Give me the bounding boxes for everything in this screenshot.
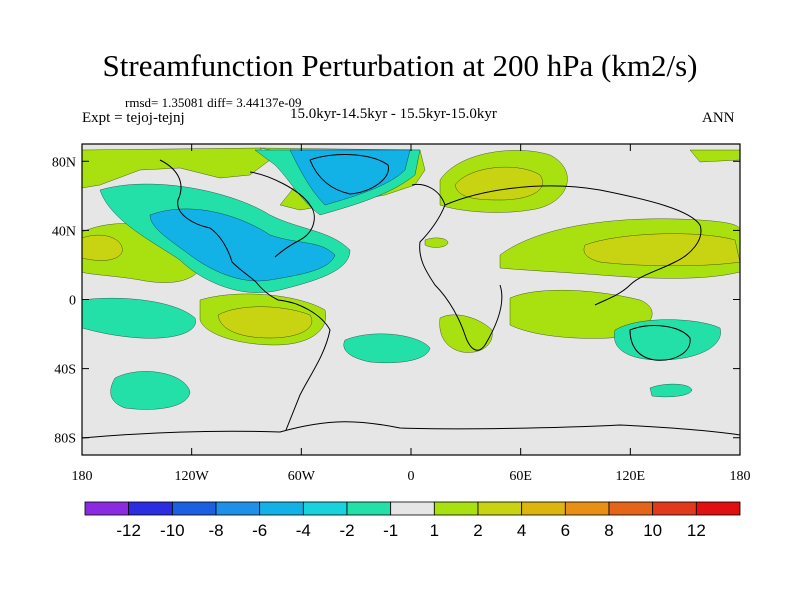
colorbar-swatch <box>171 501 217 516</box>
colorbar-swatch <box>84 501 130 516</box>
x-tick-label: 60W <box>288 469 316 484</box>
colorbar-swatch <box>521 501 566 516</box>
contour-level-neg4 <box>149 149 411 282</box>
coastlines <box>82 154 740 439</box>
y-tick-label: 40S <box>54 363 76 378</box>
coast-europe-africa <box>411 183 503 351</box>
coast-australia <box>629 325 691 361</box>
colorbar-swatch <box>477 501 523 516</box>
region-s-atlantic-green <box>439 314 493 353</box>
colorbar-swatch <box>564 501 610 516</box>
region-greenland-blue <box>289 149 411 206</box>
map-area <box>82 144 740 455</box>
stats-text: rmsd= 1.35081 diff= 3.44137e-09 <box>125 95 302 110</box>
region-eurasia-core <box>454 166 543 201</box>
region-australia-teal <box>614 319 721 361</box>
colorbar-label: 10 <box>643 521 662 540</box>
colorbar-swatch <box>346 501 392 516</box>
coast-north-america <box>159 159 315 301</box>
colorbar-swatch <box>302 501 348 516</box>
colorbar-label: 6 <box>561 521 570 540</box>
colorbar-swatch <box>608 501 654 516</box>
colorbar: -12 -10 -8 -6 -4 -2 -1 1 2 4 6 8 10 12 <box>84 501 741 540</box>
x-tick-label: 120W <box>175 469 210 484</box>
region-atlantic-teal <box>343 333 431 363</box>
colorbar-label: 8 <box>604 521 613 540</box>
x-tick-label: 180 <box>730 469 751 484</box>
region-south-pacific-teal <box>649 383 693 398</box>
x-tick-label: 60E <box>509 469 532 484</box>
x-axis: 180 120W 60W 0 60E 120E 180 <box>72 144 751 484</box>
x-tick-label: 120E <box>616 469 646 484</box>
region-na-blue <box>149 208 336 282</box>
chart-title: Streamfunction Perturbation at 200 hPa (… <box>102 48 698 83</box>
colorbar-label: -4 <box>296 521 311 540</box>
y-tick-label: 80N <box>52 155 76 170</box>
y-tick-label: 80S <box>54 432 76 447</box>
experiment-label: Expt = tejoj-tejnj <box>82 110 185 126</box>
region-pacific-core <box>82 234 123 261</box>
colorbar-label: -12 <box>116 521 141 540</box>
colorbar-swatch <box>128 501 173 516</box>
region-africa-small <box>424 237 449 248</box>
colorbar-swatch <box>433 501 479 516</box>
region-far-east-green <box>689 149 740 163</box>
colorbar-label: -8 <box>208 521 223 540</box>
colorbar-swatch <box>215 501 261 516</box>
y-axis: 80N 40N 0 40S 80S <box>52 155 740 447</box>
region-se-pacific-core <box>217 306 312 339</box>
y-tick-label: 0 <box>69 294 76 309</box>
x-tick-label: 180 <box>72 469 93 484</box>
colorbar-swatch <box>652 501 697 516</box>
coast-antarctica <box>82 421 740 439</box>
region-asia-core <box>583 233 740 266</box>
colorbar-label: -2 <box>339 521 354 540</box>
contour-level-4 <box>82 166 740 339</box>
season-label: ANN <box>702 110 735 126</box>
colorbar-label: 12 <box>687 521 706 540</box>
colorbar-swatch <box>259 501 304 516</box>
colorbar-swatch <box>390 501 435 516</box>
colorbar-swatch <box>695 501 741 516</box>
coast-asia <box>444 185 702 306</box>
colorbar-label: -1 <box>383 521 398 540</box>
region-southern-ocean-teal <box>110 371 191 410</box>
coast-greenland <box>309 154 389 195</box>
colorbar-label: 2 <box>473 521 482 540</box>
x-tick-label: 0 <box>408 469 415 484</box>
colorbar-label: -10 <box>160 521 185 540</box>
region-pacific-teal <box>82 298 196 339</box>
coast-south-america <box>277 299 331 431</box>
period-label: 15.0kyr-14.5kyr - 15.5kyr-15.0kyr <box>290 106 497 122</box>
colorbar-label: 4 <box>517 521 526 540</box>
colorbar-label: -6 <box>252 521 267 540</box>
y-tick-label: 40N <box>52 224 76 239</box>
colorbar-label: 1 <box>430 521 439 540</box>
